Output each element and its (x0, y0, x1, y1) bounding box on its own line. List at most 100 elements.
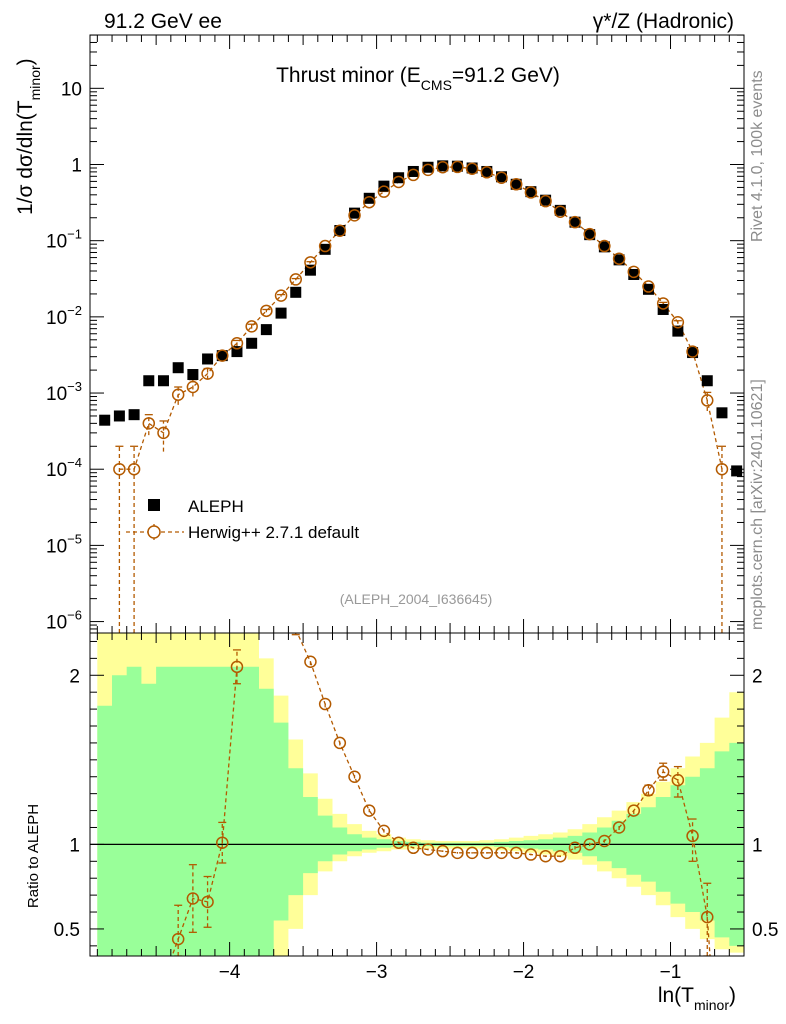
herwig-point (201, 367, 214, 380)
ratio-point (171, 932, 185, 946)
aleph-point (393, 172, 405, 184)
ratio-lines (171, 633, 714, 956)
aleph-point (510, 178, 522, 190)
herwig-point (171, 388, 185, 401)
aleph-point (113, 410, 125, 422)
aleph-point (187, 369, 199, 381)
title-main: Thrust minor (E (276, 64, 421, 87)
aleph-point (466, 162, 478, 174)
ratio-point (201, 895, 214, 909)
herwig-point (274, 289, 288, 302)
herwig-point (686, 345, 699, 358)
aleph-point (216, 350, 228, 362)
ratio-point (436, 844, 449, 858)
herwig-point (216, 349, 229, 362)
ylabel-tail: ) (14, 58, 37, 65)
y-tick-base: 10 (46, 536, 67, 557)
y-tick-exp: −5 (67, 531, 82, 546)
herwig-point (289, 273, 303, 286)
analysis-tag: (ALEPH_2004_I636645) (340, 591, 493, 607)
herwig-point (113, 462, 126, 476)
herwig-point (245, 320, 258, 333)
herwig-point (480, 166, 494, 179)
y-tick-exp: −4 (67, 455, 82, 470)
ratio-y-axis-label: Ratio to ALEPH (25, 804, 42, 908)
main-frame (89, 34, 745, 634)
herwig-point (392, 175, 405, 189)
aleph-point (202, 353, 214, 365)
ratio-y-tick-label-left: 0.5 (54, 920, 80, 941)
ratio-point (509, 846, 523, 860)
aleph-point (554, 204, 566, 216)
herwig-point (495, 171, 508, 185)
herwig-point (612, 252, 626, 265)
header-left: 91.2 GeV ee (104, 10, 222, 33)
y-tick-exp: −6 (67, 608, 82, 623)
herwig-point (127, 462, 141, 476)
ratio-point (421, 843, 435, 856)
herwig-point (701, 394, 714, 407)
herwig-point (260, 304, 273, 318)
aleph-point (687, 347, 699, 359)
ylabel-main: 1/σ dσ/dln(T (14, 100, 37, 215)
ratio-point (612, 821, 626, 834)
x-tick-label: −1 (660, 962, 682, 983)
herwig-point (465, 162, 479, 175)
herwig-point (627, 265, 641, 279)
xlabel-tail: ) (729, 984, 736, 1007)
herwig-point (539, 194, 552, 208)
ratio-point (701, 910, 714, 924)
ratio-point (465, 846, 479, 860)
herwig-point (568, 215, 582, 229)
herwig-point (362, 195, 376, 209)
ratio-y-tick-label-left: 2 (69, 666, 80, 687)
ratio-y-tick-label-right: 1 (752, 835, 763, 856)
aleph-point (143, 375, 155, 387)
aleph-point (246, 337, 258, 349)
ratio-point (407, 841, 420, 855)
ratio-point (524, 848, 538, 861)
legend-label-herwig: Herwig++ 2.7.1 default (188, 523, 359, 542)
aleph-point (672, 325, 684, 337)
y-tick-label: 10−1 (46, 227, 82, 253)
aleph-point (731, 465, 743, 477)
ratio-frame (89, 632, 745, 957)
ratio-point (495, 846, 508, 860)
herwig-point (656, 297, 670, 310)
chart-title: Thrust minor (ECMS=91.2 GeV) (276, 64, 560, 93)
y-tick-label: 10−6 (46, 608, 82, 634)
aleph-point (304, 264, 316, 276)
ratio-y-tick-label-right: 2 (752, 666, 763, 687)
aleph-point (260, 324, 272, 336)
aleph-point (701, 375, 713, 387)
y-tick-exp: −2 (67, 303, 82, 318)
ylabel-sub: minor (27, 65, 43, 100)
ratio-band-inner (97, 666, 745, 956)
ratio-point (539, 849, 552, 863)
herwig-point (333, 224, 347, 238)
aleph-point (99, 414, 111, 426)
aleph-point (525, 186, 537, 198)
herwig-point (230, 337, 244, 350)
herwig-point (451, 160, 464, 174)
herwig-point (509, 178, 523, 191)
mcplots-label: mcplots.cern.ch [arXiv:2401.10621] (749, 379, 766, 630)
aleph-point (319, 243, 331, 255)
aleph-point (598, 241, 610, 253)
aleph-point (496, 171, 508, 183)
ratio-point (686, 829, 699, 843)
aleph-point (716, 407, 728, 419)
ratio-point (583, 838, 596, 851)
herwig-point (671, 315, 685, 329)
ratio-panel: 0.5 0.5 1 1 2 2 −4 −3 −2 −1 (54, 632, 778, 983)
ratio-point (451, 846, 464, 860)
legend-marker-herwig (147, 525, 161, 539)
legend-label-aleph: ALEPH (188, 497, 244, 516)
aleph-point (540, 194, 552, 206)
ratio-point (230, 660, 244, 674)
herwig-point (348, 209, 361, 222)
y-tick-label: 10−3 (46, 379, 82, 405)
ratio-point (480, 846, 494, 860)
aleph-point (172, 362, 184, 374)
ratio-y-tick-label-left: 1 (69, 835, 80, 856)
